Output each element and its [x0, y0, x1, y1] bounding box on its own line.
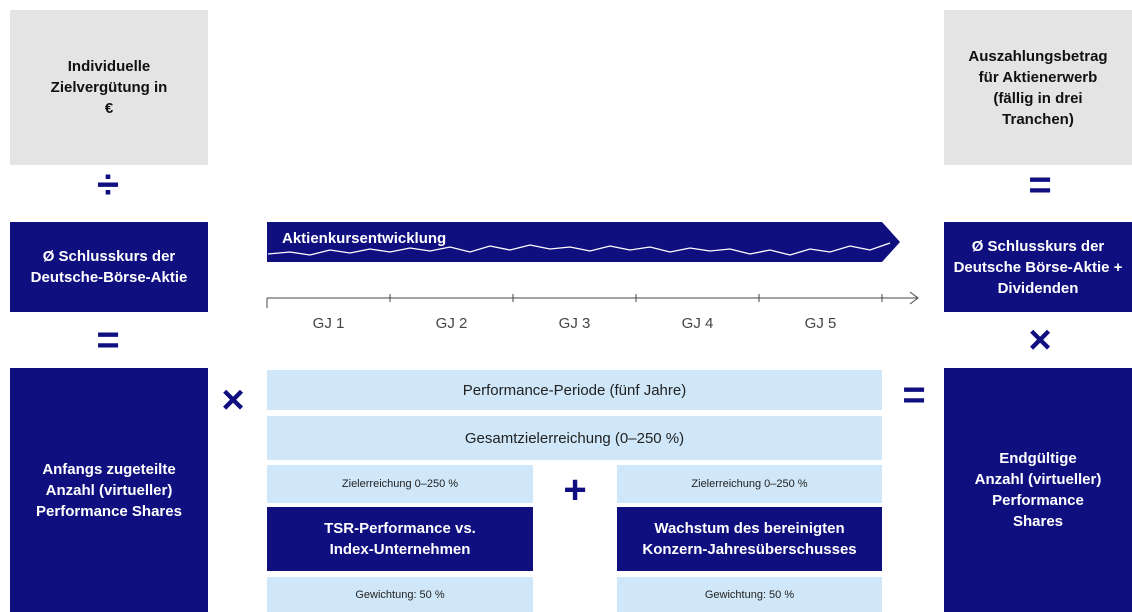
operator: × — [221, 378, 245, 422]
payout-box: Auszahlungsbetrag für Aktienerwerb (fäll… — [944, 10, 1132, 165]
band-label: Aktienkursentwicklung — [282, 230, 447, 247]
operator: ÷ — [97, 163, 119, 207]
target-compensation: Individuelle Zielvergütung in € — [10, 10, 208, 165]
operator: = — [96, 318, 120, 362]
total-bar: Gesamtzielerreichung (0–250 %) — [267, 416, 882, 460]
period-bar: Performance-Periode (fünf Jahre) — [267, 370, 882, 410]
achievement-right: Zielerreichung 0–250 % — [617, 465, 882, 503]
tsr-box: TSR-Performance vs. Index-Unternehmen — [267, 507, 533, 571]
final-shares-box: Endgültige Anzahl (virtueller) Performan… — [944, 368, 1132, 612]
year-label: GJ 1 — [312, 315, 345, 332]
weighting-left: Gewichtung: 50 % — [267, 577, 533, 612]
year-label: GJ 5 — [804, 315, 837, 332]
growth-box: Wachstum des bereinigten Konzern-Jahresü… — [617, 507, 882, 571]
operator: × — [1028, 318, 1052, 362]
timeline-ticks — [266, 294, 883, 308]
year-label: GJ 3 — [558, 315, 591, 332]
operator: = — [1028, 163, 1052, 207]
year-label: GJ 4 — [681, 315, 714, 332]
weighting-right: Gewichtung: 50 % — [617, 577, 882, 612]
initial-shares-box: Anfangs zugeteilte Anzahl (virtueller) P… — [10, 368, 208, 612]
price-wave — [267, 242, 891, 256]
operator: = — [902, 373, 926, 417]
closing-price-dividends-box: Ø Schlusskurs der Deutsche Börse-Aktie +… — [944, 222, 1132, 312]
operator: + — [563, 468, 587, 512]
achievement-left: Zielerreichung 0–250 % — [267, 465, 533, 503]
closing-price-box: Ø Schlusskurs der Deutsche-Börse-Aktie — [10, 222, 208, 312]
timeline-arrow — [909, 291, 919, 305]
year-label: GJ 2 — [435, 315, 468, 332]
